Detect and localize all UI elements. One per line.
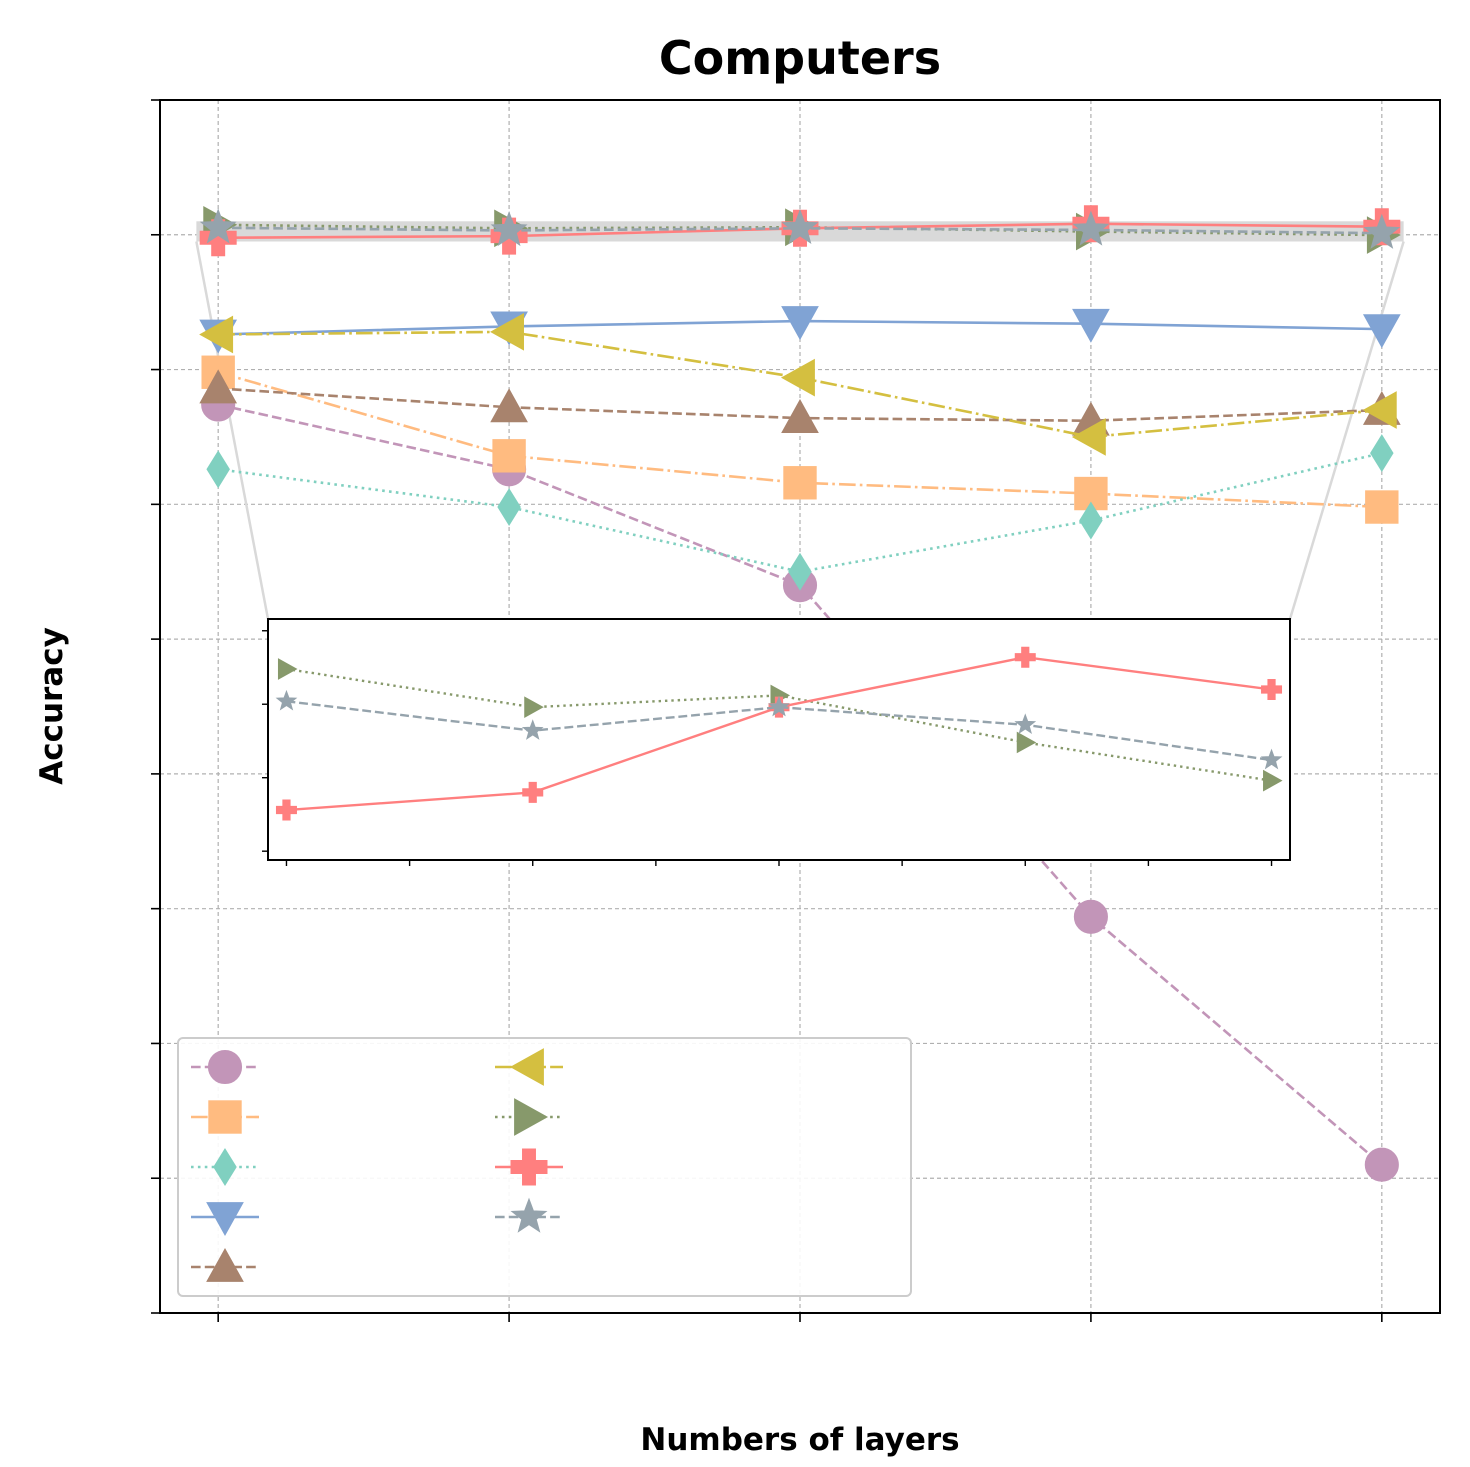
point-mbagcn-w-o-nspl (490, 211, 528, 247)
legend-marker-gcnii (213, 1148, 237, 1186)
plot-frame (159, 99, 1441, 1314)
inset-series-line-ggcn (286, 667, 1272, 782)
legend (177, 1037, 912, 1297)
inset-point-mbagcn-w-o-nspl (1260, 748, 1283, 770)
point-gprgnn (1072, 308, 1110, 343)
main-plot (195, 205, 1405, 1182)
point-appnp (490, 388, 528, 423)
inset-point-mbagcn (522, 781, 544, 803)
x-axis-label: Numbers of layers (640, 1422, 959, 1458)
point-appnp (199, 369, 238, 404)
point-gcnii (788, 552, 812, 591)
point-ssgc (1362, 391, 1397, 429)
point-sgc (492, 439, 526, 473)
zoom-connector-right (1288, 241, 1405, 620)
main-axes (151, 99, 1441, 1322)
inset-point-mbagcn-w-o-nspl (521, 719, 544, 740)
y-axis-label: Accuracy (34, 627, 70, 785)
point-ssgc (780, 358, 815, 397)
point-mbagcn-w-o-nspl (199, 208, 237, 244)
inset-background (268, 619, 1290, 860)
point-sgc (783, 466, 817, 500)
inset-point-mbagcn (1014, 646, 1036, 668)
point-ssgc (199, 315, 234, 354)
point-mbagcn-w-o-nspl (781, 208, 819, 245)
point-sgc (1365, 490, 1399, 524)
point-gcn (1364, 1147, 1399, 1182)
inset-point-ggcn (1016, 731, 1037, 754)
point-gprgnn (1362, 314, 1401, 349)
inset-point-mbagcn-w-o-nspl (1014, 713, 1037, 735)
inset-point-ggcn (524, 696, 544, 719)
inset-point-mbagcn (275, 799, 297, 821)
legend-marker-sgc (208, 1100, 242, 1134)
point-gcnii (1079, 501, 1103, 540)
inset-point-mbagcn-w-o-nspl (768, 695, 790, 717)
legend-marker-gcn (207, 1049, 243, 1085)
legend-marker-appnp (206, 1247, 244, 1282)
inset-point-mbagcn (1261, 679, 1283, 701)
point-gcn (1073, 899, 1108, 934)
point-ssgc (490, 312, 524, 351)
inset-point-ggcn (1263, 769, 1283, 792)
inset-plot (262, 618, 1291, 866)
legend-marker-mbagcn (510, 1148, 548, 1186)
chart-title: Computers (659, 31, 941, 85)
inset-point-mbagcn-w-o-nspl (275, 689, 298, 711)
point-gcnii (497, 488, 521, 526)
inset-point-ggcn (277, 658, 298, 680)
legend-marker-gprgnn (206, 1202, 244, 1237)
zoom-connector-left (195, 241, 270, 620)
point-appnp (781, 399, 819, 433)
point-ssgc (1071, 418, 1106, 456)
point-mbagcn-w-o-nspl (1363, 213, 1401, 249)
legend-marker-mbagcn-w-o-nspl (510, 1197, 548, 1233)
point-gcnii (1370, 434, 1394, 473)
series-line-ggcn (218, 223, 1382, 237)
inset-frame (267, 618, 1291, 861)
point-mbagcn-w-o-nspl (1072, 210, 1110, 246)
series-line-gcnii (218, 451, 1383, 574)
point-gprgnn (781, 306, 819, 341)
legend-marker-ggcn (514, 1098, 549, 1136)
legend-marker-ssgc (509, 1048, 544, 1086)
point-gcnii (206, 450, 230, 489)
